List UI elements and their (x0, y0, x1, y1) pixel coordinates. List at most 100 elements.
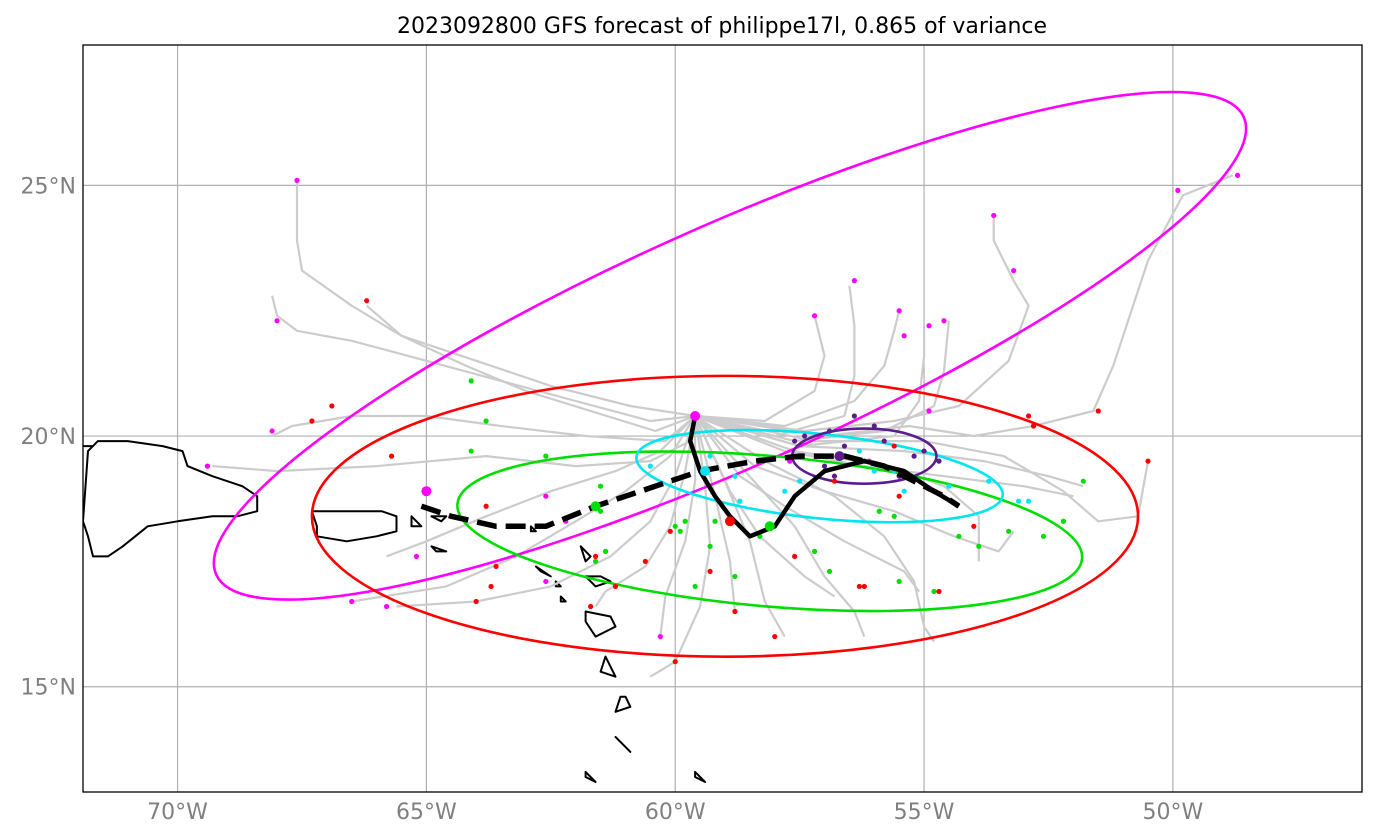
green-point (811, 548, 818, 554)
green-point (891, 513, 897, 519)
cyan-point (782, 488, 788, 494)
green-point (1060, 518, 1067, 524)
cyan-point (986, 478, 992, 484)
cyan-point (1025, 498, 1032, 504)
ensemble-track (594, 415, 697, 608)
ensemble-track (694, 414, 1150, 523)
green-marker (590, 501, 601, 512)
lon-tick-label: 60°W (645, 800, 706, 825)
red-point (493, 563, 499, 569)
green-point (483, 418, 489, 424)
red-marker (724, 516, 735, 527)
magenta-point (657, 633, 663, 640)
green-point (1006, 528, 1012, 534)
magenta-point (294, 177, 300, 183)
map-title: 2023092800 GFS forecast of philippe17l, … (397, 14, 1047, 39)
magenta-point (896, 308, 902, 314)
magenta-point (274, 318, 280, 324)
coastline (584, 770, 597, 783)
green-point (672, 523, 678, 529)
purple-point (871, 423, 877, 429)
red-point (772, 633, 778, 640)
red-point (488, 583, 494, 590)
red-point (309, 418, 315, 424)
red-point (672, 659, 678, 665)
purple-point (841, 443, 848, 449)
green-point (876, 508, 882, 514)
magenta-point (1234, 172, 1241, 178)
coastline (599, 655, 617, 678)
green-point (468, 448, 474, 454)
red-point (896, 493, 902, 499)
magenta-point (383, 603, 390, 610)
green-point (956, 533, 962, 539)
mean-track (420, 415, 961, 539)
red-point (891, 443, 897, 449)
uncertainty-ellipses (212, 90, 1248, 658)
coastline (614, 735, 632, 753)
red-point (592, 553, 599, 559)
latitude-tick-labels: 15°N 20°N 25°N (21, 174, 76, 700)
ensemble-track (694, 320, 950, 443)
ensemble-tracks (212, 174, 1234, 678)
coastline (584, 575, 612, 588)
green-point (592, 558, 599, 564)
magenta-point (1175, 187, 1181, 193)
red-point (667, 528, 673, 534)
cyan-point (1016, 498, 1022, 504)
purple-point (936, 458, 942, 464)
magenta-point (349, 598, 355, 605)
red-point (473, 598, 479, 605)
green-point (707, 543, 713, 549)
green-point (543, 453, 549, 459)
ensemble-track (694, 310, 901, 428)
cyan-point (737, 498, 743, 504)
magenta-ellipse (212, 90, 1248, 601)
coastline (310, 510, 398, 543)
forecast-points (204, 172, 1241, 665)
green-point (896, 578, 902, 585)
purple-point (802, 433, 808, 439)
green-point (826, 568, 833, 575)
lon-tick-label: 55°W (894, 800, 955, 825)
lon-tick-label: 70°W (147, 800, 208, 825)
magenta-marker (421, 486, 432, 497)
red-point (1030, 423, 1037, 429)
ensemble-track (694, 215, 1030, 433)
lat-tick-label: 15°N (21, 676, 76, 701)
red-point (329, 403, 335, 409)
mean-track-dashed (420, 453, 961, 530)
cyan-point (797, 478, 803, 484)
longitude-tick-labels: 70°W 65°W 60°W 55°W 50°W (147, 800, 1203, 825)
magenta-point (543, 578, 549, 585)
cyan-point (647, 463, 653, 469)
magenta-point (941, 318, 947, 324)
green-point (1040, 533, 1047, 539)
magenta-point (901, 333, 907, 339)
purple-point (911, 453, 917, 459)
ensemble-track (695, 315, 826, 423)
green-point (468, 378, 474, 384)
magenta-point (204, 463, 211, 469)
green-point (682, 518, 688, 524)
red-point (588, 603, 594, 610)
magenta-point (1011, 268, 1017, 274)
coastline (430, 515, 448, 523)
purple-marker (834, 451, 845, 462)
purple-point (851, 413, 857, 419)
red-point (364, 298, 370, 304)
coastline (579, 545, 592, 563)
cyan-point (856, 448, 862, 454)
red-point (483, 503, 489, 509)
red-point (971, 523, 977, 529)
coastline (534, 565, 552, 578)
red-point (936, 588, 942, 595)
green-point (597, 483, 604, 489)
coastline (529, 525, 537, 533)
ensemble-track (365, 304, 696, 418)
magenta-point (811, 313, 818, 319)
red-point (792, 553, 798, 559)
green-ellipse (456, 450, 1084, 613)
red-point (707, 568, 713, 575)
